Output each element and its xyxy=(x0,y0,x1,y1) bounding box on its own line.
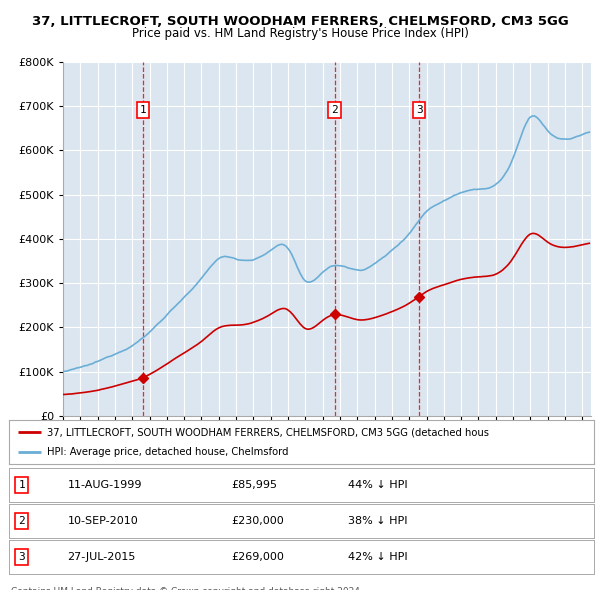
Text: 27-JUL-2015: 27-JUL-2015 xyxy=(67,552,136,562)
Text: £269,000: £269,000 xyxy=(232,552,284,562)
Text: Price paid vs. HM Land Registry's House Price Index (HPI): Price paid vs. HM Land Registry's House … xyxy=(131,27,469,40)
Text: 1: 1 xyxy=(19,480,25,490)
Text: 37, LITTLECROFT, SOUTH WOODHAM FERRERS, CHELMSFORD, CM3 5GG: 37, LITTLECROFT, SOUTH WOODHAM FERRERS, … xyxy=(32,15,568,28)
Text: HPI: Average price, detached house, Chelmsford: HPI: Average price, detached house, Chel… xyxy=(47,447,289,457)
Text: £85,995: £85,995 xyxy=(232,480,277,490)
Text: Contains HM Land Registry data © Crown copyright and database right 2024.: Contains HM Land Registry data © Crown c… xyxy=(11,588,362,590)
Text: 3: 3 xyxy=(19,552,25,562)
Text: 10-SEP-2010: 10-SEP-2010 xyxy=(67,516,138,526)
Text: 44% ↓ HPI: 44% ↓ HPI xyxy=(348,480,408,490)
Text: 2: 2 xyxy=(19,516,25,526)
Text: £230,000: £230,000 xyxy=(232,516,284,526)
Text: 2: 2 xyxy=(331,105,338,114)
Text: 3: 3 xyxy=(416,105,422,114)
Text: 11-AUG-1999: 11-AUG-1999 xyxy=(67,480,142,490)
Text: 42% ↓ HPI: 42% ↓ HPI xyxy=(348,552,408,562)
Text: 37, LITTLECROFT, SOUTH WOODHAM FERRERS, CHELMSFORD, CM3 5GG (detached hous: 37, LITTLECROFT, SOUTH WOODHAM FERRERS, … xyxy=(47,427,489,437)
Text: 1: 1 xyxy=(140,105,146,114)
Text: 38% ↓ HPI: 38% ↓ HPI xyxy=(348,516,408,526)
